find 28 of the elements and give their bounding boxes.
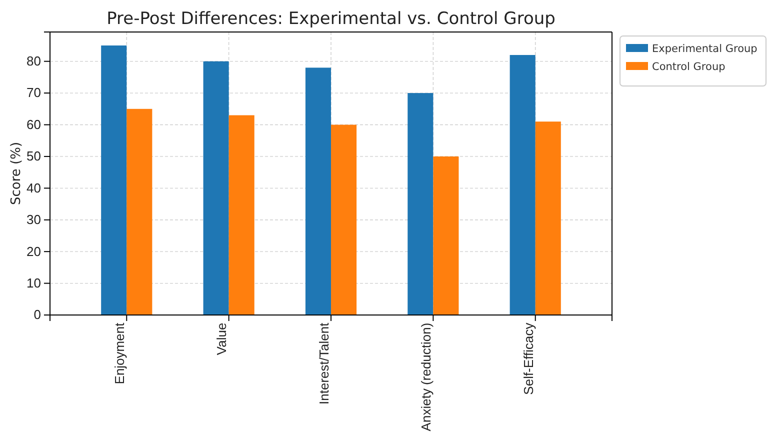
bar bbox=[535, 122, 561, 315]
y-tick-label: 70 bbox=[26, 85, 41, 100]
x-tick-label: Self-Efficacy bbox=[520, 322, 536, 395]
bar bbox=[228, 115, 254, 315]
bar bbox=[510, 54, 536, 315]
bar bbox=[126, 108, 152, 315]
y-tick-label: 60 bbox=[26, 116, 41, 132]
bar bbox=[203, 61, 229, 315]
chart-title: Pre-Post Differences: Experimental vs. Control Group bbox=[106, 9, 556, 29]
y-tick-label: 30 bbox=[26, 212, 41, 228]
bar bbox=[433, 156, 459, 315]
y-tick-label: 80 bbox=[26, 53, 41, 68]
bar bbox=[408, 93, 434, 315]
x-tick-label: Interest/Talent bbox=[316, 322, 332, 404]
x-tick-label: Enjoyment bbox=[112, 322, 128, 384]
y-axis-title: Score (%) bbox=[9, 142, 24, 206]
y-tick-label: 50 bbox=[26, 148, 41, 164]
legend-label: Control Group bbox=[652, 61, 726, 73]
y-tick-label: 40 bbox=[26, 180, 41, 196]
bar bbox=[305, 68, 331, 315]
x-tick-label: Anxiety (reduction) bbox=[418, 322, 434, 432]
bar bbox=[331, 124, 357, 315]
x-tick-label: Value bbox=[214, 322, 230, 356]
y-tick-label: 20 bbox=[26, 244, 41, 259]
y-tick-label: 0 bbox=[34, 307, 41, 322]
bar bbox=[101, 45, 127, 315]
y-tick-label: 10 bbox=[26, 275, 41, 290]
legend-label: Experimental Group bbox=[652, 43, 758, 55]
